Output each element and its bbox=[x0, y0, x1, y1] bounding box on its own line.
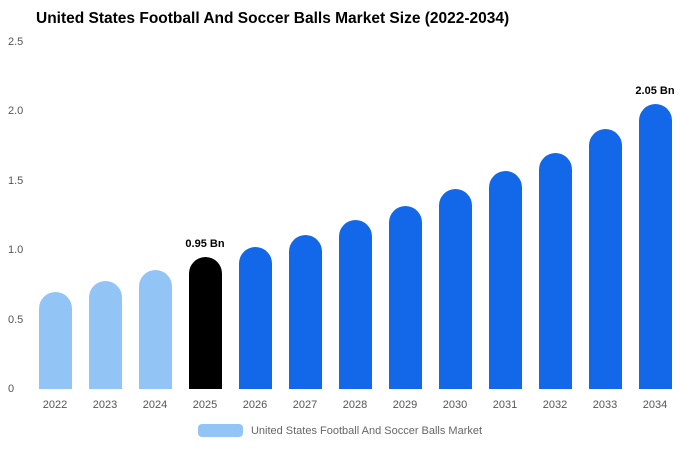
bar-2034[interactable] bbox=[638, 104, 672, 389]
x-axis-tick-label: 2027 bbox=[292, 399, 318, 411]
y-axis-tick-label: 1.0 bbox=[8, 244, 24, 257]
value-label-2034: 2.05 Bn bbox=[635, 85, 675, 98]
x-axis-tick-label: 2028 bbox=[342, 399, 368, 411]
legend-swatch-icon bbox=[197, 424, 243, 437]
y-axis-tick-label: 0.5 bbox=[8, 313, 24, 326]
x-axis-tick-label: 2030 bbox=[442, 399, 468, 411]
bar-2031[interactable] bbox=[488, 171, 522, 389]
bar-2027[interactable] bbox=[288, 234, 322, 389]
x-axis-tick-label: 2033 bbox=[592, 399, 618, 411]
legend-label: United States Football And Soccer Balls … bbox=[250, 424, 483, 437]
x-axis-tick-label: 2029 bbox=[392, 399, 418, 411]
bar-2024[interactable] bbox=[138, 269, 172, 389]
x-axis-tick-label: 2022 bbox=[42, 399, 68, 411]
bar-2029[interactable] bbox=[388, 205, 422, 389]
bar-2026[interactable] bbox=[238, 247, 272, 389]
y-axis-tick-label: 0 bbox=[8, 383, 15, 395]
bar-2030[interactable] bbox=[438, 189, 472, 389]
bar-2033[interactable] bbox=[588, 129, 622, 389]
bar-2032[interactable] bbox=[538, 153, 572, 389]
bar-2025[interactable] bbox=[188, 257, 222, 389]
bar-2022[interactable] bbox=[38, 291, 72, 389]
chart-title: United States Football And Soccer Balls … bbox=[36, 10, 510, 27]
bar-2023[interactable] bbox=[88, 280, 122, 389]
x-axis-tick-label: 2031 bbox=[492, 399, 518, 411]
x-axis-tick-label: 2032 bbox=[542, 399, 568, 411]
x-axis-tick-label: 2034 bbox=[642, 399, 668, 411]
y-axis-tick-label: 2.0 bbox=[8, 105, 24, 118]
y-axis-tick-label: 1.5 bbox=[8, 174, 24, 187]
x-axis-tick-label: 2023 bbox=[92, 399, 118, 411]
x-axis-tick-label: 2026 bbox=[242, 399, 268, 411]
y-axis-tick-label: 2.5 bbox=[8, 36, 24, 48]
legend-item[interactable]: United States Football And Soccer Balls … bbox=[0, 424, 680, 437]
x-axis-tick-label: 2024 bbox=[142, 399, 168, 411]
value-label-2025: 0.95 Bn bbox=[185, 238, 225, 251]
x-axis-tick-label: 2025 bbox=[192, 399, 218, 411]
bar-2028[interactable] bbox=[338, 219, 372, 389]
